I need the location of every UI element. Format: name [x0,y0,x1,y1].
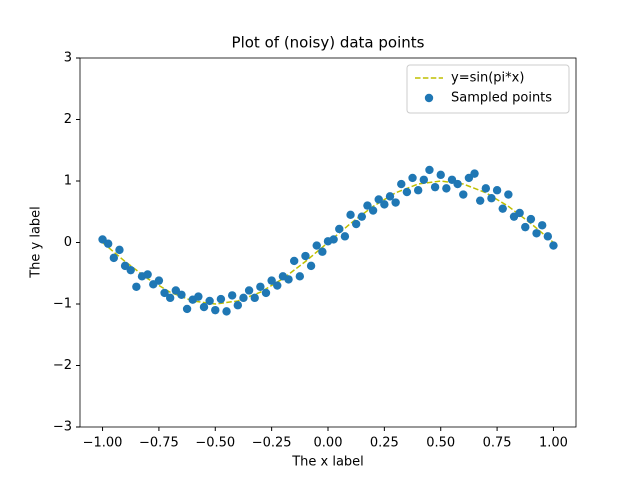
data-point [492,186,502,195]
axes-frame [79,57,577,428]
data-point [346,210,355,220]
data-point [250,293,259,303]
data-point [498,204,507,213]
data-point [459,190,468,199]
x-tick-label: 1.00 [539,436,568,451]
data-point [289,256,299,266]
legend-box [406,64,570,114]
data-point [329,235,338,244]
data-point [521,222,530,232]
data-point [481,184,491,193]
data-point [318,247,327,256]
data-point [267,276,276,285]
data-point [374,195,383,204]
x-axis-label: The x label [291,455,364,470]
data-point [244,286,254,295]
data-point [335,224,344,234]
data-point [103,239,113,248]
data-point [549,241,558,250]
data-point [109,253,119,263]
x-tick-label: −1.00 [83,436,123,451]
data-point [295,272,305,281]
data-point [436,170,445,180]
y-tick-label: −2 [53,358,72,373]
y-tick-label: 1 [64,174,72,189]
data-point [537,221,547,230]
data-point [273,281,282,290]
y-tick-label: 3 [64,51,72,66]
data-point [363,201,372,210]
data-point [453,179,462,189]
data-point [351,219,361,229]
data-point [397,179,406,189]
x-tick-label: 0.25 [370,436,399,451]
data-point [340,232,350,241]
data-point [526,214,536,224]
data-point [126,265,135,275]
data-point [487,194,496,203]
data-point [419,175,429,184]
data-point [391,198,400,207]
data-point [143,270,152,279]
data-point [475,196,485,205]
data-point [442,184,451,193]
data-point [413,186,423,195]
data-point [368,206,378,215]
data-point [357,212,367,221]
legend: y=sin(pi*x) Sampled points [406,64,570,114]
data-point [160,288,169,298]
data-point [301,251,310,261]
data-point [182,304,192,314]
data-point [284,275,293,284]
data-point [470,169,479,178]
data-point [515,208,524,218]
data-point [261,288,271,298]
data-point [177,290,186,299]
data-point [222,307,231,316]
legend-label: y=sin(pi*x) [451,71,524,86]
chart-title: Plot of (noisy) data points [232,34,425,52]
data-point [227,291,237,300]
data-point [408,173,417,183]
data-point [194,292,203,301]
x-tick-label: −0.50 [195,436,235,451]
data-point [380,200,389,209]
x-tick-label: −0.25 [252,436,292,451]
data-point [402,187,412,197]
legend-marker [424,93,434,103]
data-point [532,229,541,238]
x-tick-label: −0.75 [139,436,179,451]
legend-label: Sampled points [451,91,552,106]
data-point [199,302,209,312]
y-axis-label: The y label [29,206,44,279]
data-point [504,190,513,199]
data-point [115,245,124,255]
data-point [430,182,440,192]
data-point [211,305,220,315]
data-point [543,232,553,241]
y-tick-label: 0 [64,235,72,250]
y-tick-label: −3 [53,420,72,435]
data-point [132,282,141,291]
data-point [239,293,248,303]
data-point [312,241,321,250]
x-tick-label: 0.50 [426,436,455,451]
data-point [385,192,395,201]
y-tick-label: −1 [53,297,72,312]
data-point [256,282,265,291]
plot-area [98,165,558,316]
data-point [306,261,316,271]
data-point [165,293,175,303]
x-tick-label: 0.75 [483,436,512,451]
y-tick-label: 2 [64,112,72,127]
data-point [216,294,226,304]
data-point [154,276,164,285]
data-point [233,301,243,310]
data-point [425,165,434,175]
data-point [205,296,214,306]
x-tick-label: 0.00 [314,436,343,451]
